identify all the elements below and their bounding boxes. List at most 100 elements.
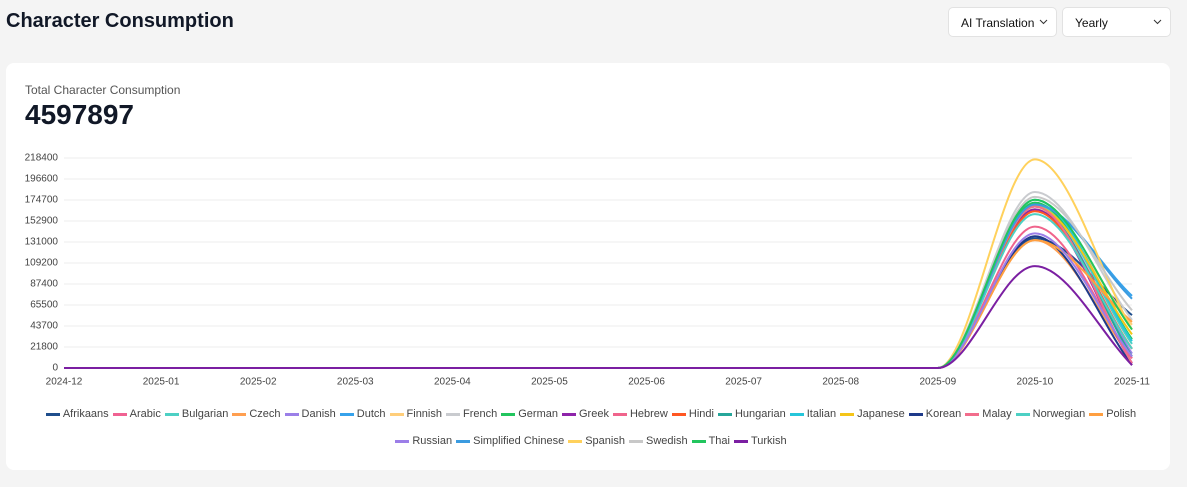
legend-swatch xyxy=(284,413,299,416)
legend-label: Japanese xyxy=(857,408,905,420)
legend-swatch xyxy=(456,440,471,443)
service-dropdown[interactable]: AI Translation xyxy=(948,7,1057,37)
summary-label: Total Character Consumption xyxy=(25,83,181,97)
legend-item[interactable]: Bulgarian xyxy=(164,401,228,428)
y-tick-label: 87400 xyxy=(30,279,58,290)
legend-swatch xyxy=(395,440,410,443)
legend-swatch xyxy=(45,413,60,416)
legend-item[interactable]: Thai xyxy=(691,428,730,455)
legend-swatch xyxy=(612,413,627,416)
line xyxy=(64,210,1133,370)
y-tick-label: 21800 xyxy=(30,342,58,353)
x-tick-label: 2025-11 xyxy=(1114,377,1150,388)
y-tick-label: 0 xyxy=(52,363,58,374)
legend-item[interactable]: Arabic xyxy=(112,401,161,428)
y-tick-label: 65500 xyxy=(30,300,58,311)
legend-item[interactable]: Greek xyxy=(562,401,609,428)
line xyxy=(64,237,1133,370)
legend-label: Finnish xyxy=(406,408,442,420)
legend-swatch xyxy=(164,413,179,416)
x-tick-label: 2025-06 xyxy=(628,377,665,388)
x-tick-label: 2025-07 xyxy=(725,377,762,388)
legend-item[interactable]: Japanese xyxy=(840,401,905,428)
legend-item[interactable]: Simplified Chinese xyxy=(456,428,564,455)
legend-item[interactable]: Afrikaans xyxy=(45,401,109,428)
x-tick-label: 2025-02 xyxy=(240,377,277,388)
x-tick-label: 2025-10 xyxy=(1017,377,1054,388)
legend-item[interactable]: Danish xyxy=(284,401,336,428)
legend-item[interactable]: Czech xyxy=(232,401,281,428)
legend-swatch xyxy=(389,413,404,416)
line xyxy=(64,208,1133,370)
legend-label: Afrikaans xyxy=(62,408,109,420)
legend-swatch xyxy=(733,440,748,443)
legend-label: Hungarian xyxy=(734,408,786,420)
legend-swatch xyxy=(501,413,516,416)
legend-swatch xyxy=(446,413,460,416)
line xyxy=(64,203,1133,370)
legend-item[interactable]: Dutch xyxy=(339,401,386,428)
line xyxy=(64,158,1133,370)
line xyxy=(64,195,1133,370)
chevron xyxy=(1153,19,1162,25)
legend-swatch xyxy=(840,413,855,416)
legend-label: Malay xyxy=(982,408,1012,420)
legend-label: Russian xyxy=(412,435,453,447)
legend-label: Simplified Chinese xyxy=(473,435,565,447)
legend-swatch xyxy=(1089,413,1104,416)
legend-swatch xyxy=(568,440,583,443)
legend-item[interactable]: Turkish xyxy=(733,428,787,455)
legend-item[interactable]: Italian xyxy=(789,401,836,428)
legend-swatch xyxy=(562,413,576,416)
legend-item[interactable]: Swedish xyxy=(628,428,688,455)
line xyxy=(64,239,1133,370)
line xyxy=(64,208,1133,370)
legend-item[interactable]: Korean xyxy=(908,401,962,428)
legend-label: Spanish xyxy=(585,435,625,447)
x-tick-label: 2024-12 xyxy=(46,377,83,388)
legend-item[interactable]: Norwegian xyxy=(1015,401,1085,428)
x-tick-label: 2025-04 xyxy=(434,377,471,388)
legend-swatch xyxy=(789,413,804,416)
line xyxy=(64,265,1133,370)
page-title: Character Consumption xyxy=(6,10,234,32)
legend-item[interactable]: Finnish xyxy=(389,401,442,428)
x-tick-label: 2025-01 xyxy=(143,377,180,388)
y-tick-label: 196600 xyxy=(25,174,59,185)
legend-label: Polish xyxy=(1106,408,1137,420)
legend-item[interactable]: Russian xyxy=(395,428,452,455)
legend-swatch xyxy=(671,413,686,416)
x-tick-label: 2025-09 xyxy=(919,377,956,388)
y-tick-label: 218400 xyxy=(25,153,59,164)
y-tick-label: 152900 xyxy=(25,216,59,227)
legend-item[interactable]: Hebrew xyxy=(612,401,668,428)
chevron xyxy=(1039,19,1048,25)
period-dropdown[interactable]: Yearly xyxy=(1062,7,1171,37)
y-tick-label: 109200 xyxy=(25,258,59,269)
legend-swatch xyxy=(628,440,643,443)
legend-label: Korean xyxy=(925,408,962,420)
legend-item[interactable]: Hungarian xyxy=(717,401,786,428)
line xyxy=(64,235,1133,370)
legend-item[interactable]: Hindi xyxy=(671,401,714,428)
legend-item[interactable]: French xyxy=(446,401,497,428)
line xyxy=(64,191,1133,370)
legend-swatch xyxy=(691,440,706,443)
legend-label: Turkish xyxy=(750,435,787,447)
legend-item[interactable]: Malay xyxy=(965,401,1012,428)
legend-label: Swedish xyxy=(645,435,688,447)
legend-item[interactable]: German xyxy=(501,401,558,428)
line xyxy=(64,205,1133,370)
legend-swatch xyxy=(908,413,923,416)
line xyxy=(64,205,1133,370)
dropdown-text: AI Translation xyxy=(961,16,1035,30)
legend-label: German xyxy=(518,408,558,420)
legend-item[interactable]: Polish xyxy=(1089,401,1136,428)
legend-swatch xyxy=(1015,413,1030,416)
line xyxy=(64,232,1133,370)
line xyxy=(64,203,1133,370)
legend-label: Hindi xyxy=(688,408,714,420)
legend-item[interactable]: Spanish xyxy=(568,428,625,455)
x-tick-label: 2025-08 xyxy=(822,377,859,388)
line xyxy=(64,205,1133,370)
